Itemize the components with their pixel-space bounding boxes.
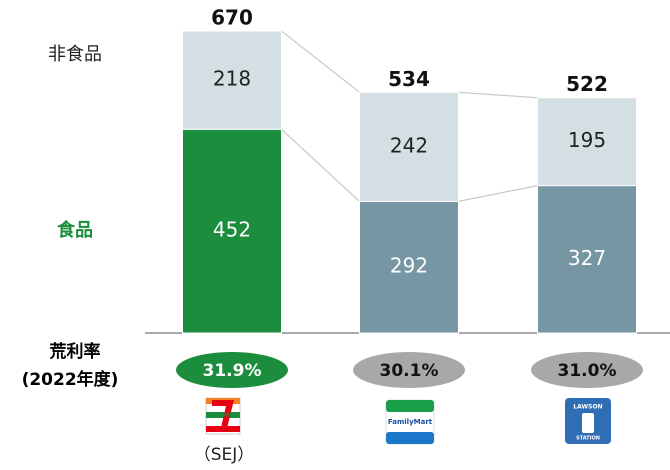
logo-familymart: FamilyMart [385, 399, 435, 445]
data-label: 195 [568, 128, 606, 152]
margin-badge [176, 352, 288, 388]
logo-text: STATION [576, 436, 600, 442]
margin-label: 荒利率 [49, 341, 101, 362]
connector [281, 128, 360, 202]
bar-segment [182, 30, 282, 130]
legend-label: 食品 [56, 219, 93, 241]
data-label: 327 [568, 246, 606, 270]
x-tick-label: （SEJ） [194, 445, 255, 465]
data-label: 218 [213, 67, 251, 91]
connector [458, 185, 538, 202]
legend-label: 非食品 [48, 44, 102, 65]
total-label: 670 [211, 6, 253, 30]
connector [458, 91, 538, 99]
bar-segment [359, 91, 459, 202]
connector [281, 30, 360, 93]
margin-badge [531, 352, 643, 388]
data-label: 292 [390, 254, 428, 278]
logo-text: ELEVEN [212, 413, 234, 419]
bar-segment [537, 97, 637, 187]
logo-text: LAWSON [573, 404, 602, 411]
logo-text: FamilyMart [388, 418, 433, 426]
total-label: 534 [388, 67, 430, 91]
data-label: 242 [390, 133, 428, 157]
bar-segment [182, 128, 282, 334]
logo-lawson: LAWSON STATION [565, 398, 611, 444]
bar-segment [359, 200, 459, 334]
margin-label-value: 31.0% [558, 361, 617, 381]
data-label: 452 [213, 218, 251, 242]
bar-segment [537, 185, 637, 334]
logo-7eleven: ELEVEN [205, 397, 241, 435]
total-label: 522 [566, 72, 608, 96]
margin-badge [353, 352, 465, 388]
margin-label-value: 30.1% [380, 361, 439, 381]
margin-label: (2022年度) [22, 369, 119, 390]
margin-label-value: 31.9% [203, 361, 262, 381]
